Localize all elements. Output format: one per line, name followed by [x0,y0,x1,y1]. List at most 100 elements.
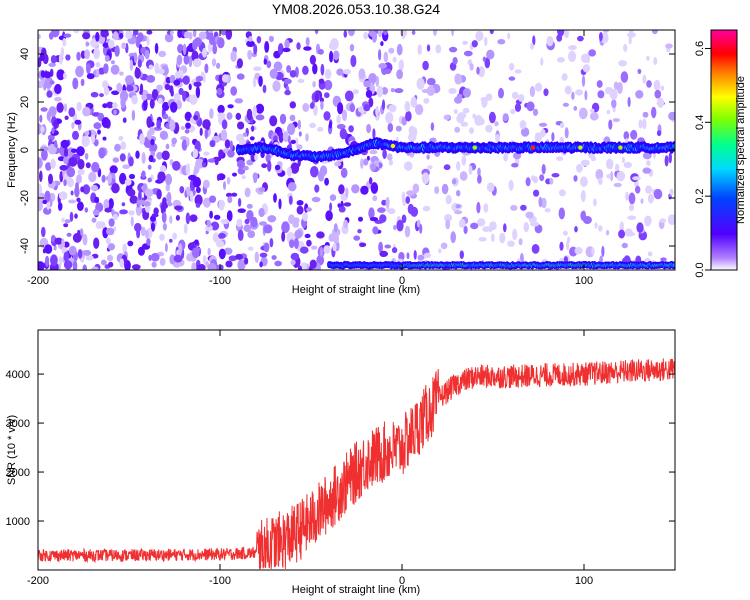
noise-speckle [194,164,200,174]
noise-speckle [59,164,68,171]
noise-speckle [249,136,255,141]
noise-speckle [558,207,565,220]
spectrogram-ridge [235,137,675,270]
noise-speckle [514,103,522,112]
noise-speckle [381,99,386,111]
noise-speckle [577,35,584,42]
noise-speckle [255,103,265,114]
noise-speckle [379,250,389,257]
noise-speckle [510,204,518,211]
noise-speckle [192,148,199,159]
noise-speckle [169,119,176,132]
noise-speckle [163,113,169,120]
noise-speckle [358,216,363,222]
noise-speckle [196,186,201,194]
noise-speckle [150,252,160,262]
noise-speckle [287,182,297,192]
noise-speckle [102,42,110,48]
noise-speckle [151,261,157,268]
noise-speckle [445,195,452,205]
noise-speckle [118,135,124,141]
noise-speckle [259,261,263,268]
noise-speckle [269,68,278,79]
noise-speckle [44,190,51,203]
noise-speckle [177,30,183,38]
noise-speckle [405,196,411,204]
noise-speckle [404,225,411,238]
noise-speckle [235,112,242,120]
noise-speckle [606,158,614,170]
noise-speckle [38,34,41,39]
noise-speckle [289,101,296,109]
noise-speckle [518,238,523,246]
noise-speckle [512,228,518,241]
noise-speckle [627,215,637,220]
snr-panel: -200 -100 0 100 1000 2000 3000 4000 Height of … [6,329,676,596]
noise-speckle [137,59,142,68]
noise-speckle [225,260,233,268]
x-tick-label: 0 [399,575,405,587]
noise-speckle [125,30,133,40]
noise-speckle [228,255,237,262]
noise-speckle [175,70,182,79]
noise-speckle [278,131,284,143]
noise-speckle [215,240,225,248]
noise-speckle [75,182,79,189]
noise-speckle [454,210,463,215]
noise-speckle [141,89,149,95]
noise-speckle [218,199,225,211]
noise-speckle [540,128,546,138]
noise-speckle [638,119,643,129]
noise-speckle [385,196,390,208]
noise-speckle [376,85,383,98]
noise-speckle [297,265,303,270]
noise-speckle [76,101,82,112]
noise-speckle [182,43,187,56]
noise-speckle [91,266,99,270]
noise-speckle [104,85,109,96]
noise-speckle [274,260,282,267]
noise-speckle [349,103,356,113]
noise-speckle [267,160,272,172]
noise-speckle [149,98,155,109]
noise-speckle [503,223,507,233]
noise-speckle [419,223,423,234]
noise-speckle [358,68,366,80]
noise-speckle [182,75,190,85]
noise-speckle [383,51,389,63]
noise-speckle [621,242,628,249]
noise-speckle [556,34,563,42]
noise-speckle [167,201,173,207]
noise-speckle [556,156,564,162]
noise-speckle [495,134,500,143]
noise-speckle [73,30,80,34]
noise-speckle [454,73,462,85]
noise-speckle [53,245,57,251]
noise-speckle [67,177,74,188]
noise-speckle [88,171,97,183]
noise-speckle [320,63,325,76]
noise-speckle [298,131,302,137]
colorbar-tick-label: 0.6 [694,41,706,56]
noise-speckle [324,177,329,186]
noise-speckle [393,224,397,231]
noise-speckle [647,193,654,204]
noise-speckle [80,186,85,193]
noise-speckle [372,226,379,235]
noise-speckle [385,112,394,124]
x-tick-label: -100 [209,575,231,587]
noise-speckle [237,198,242,207]
y-tick-label: 1000 [6,516,30,528]
noise-speckle [350,55,357,67]
noise-speckle [63,260,73,270]
noise-speckle [342,68,352,75]
noise-speckle [172,232,178,240]
noise-speckle [494,121,499,127]
noise-speckle [64,115,69,121]
noise-speckle [644,215,652,226]
noise-speckle [387,153,393,161]
noise-speckle [135,36,141,48]
noise-speckle [80,78,85,87]
noise-speckle [106,227,115,236]
noise-speckle [438,248,442,254]
